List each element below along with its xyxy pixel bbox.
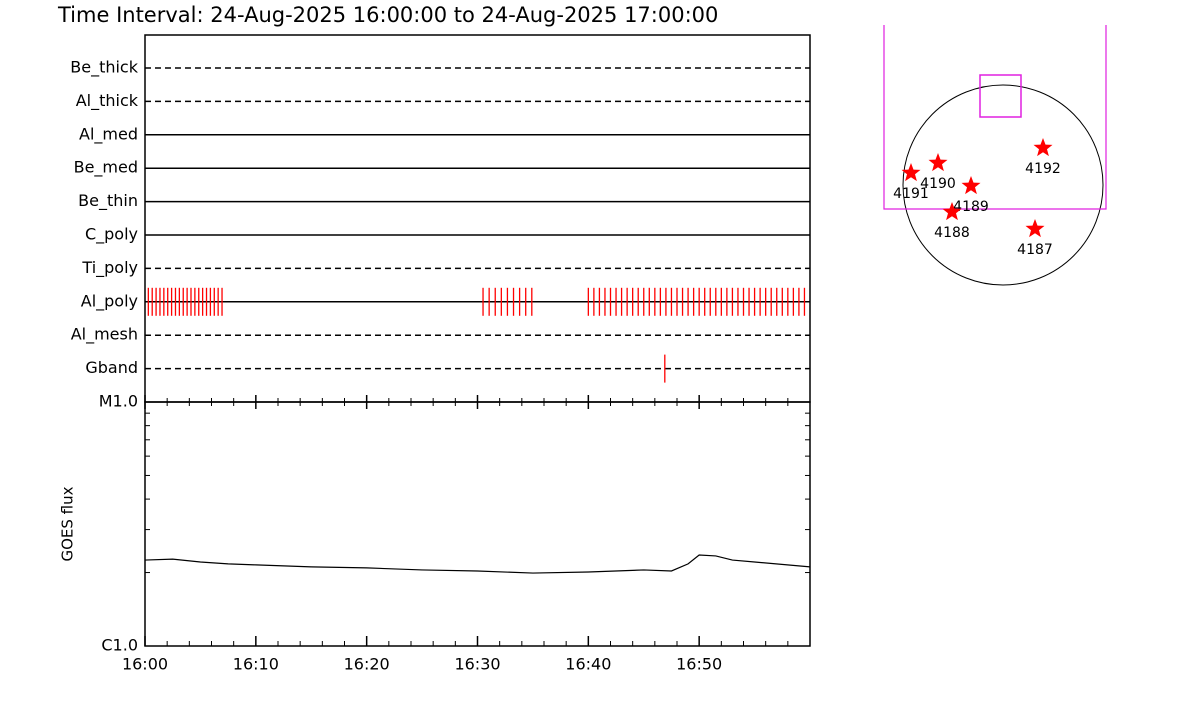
region-label: 4187 [1017,242,1053,258]
region-label: 4190 [920,176,956,192]
row-label: C_poly [85,225,138,245]
flux-frame [144,401,811,647]
region-star [961,176,981,195]
x-tick-label: 16:10 [233,655,279,674]
region-star [901,163,921,182]
x-tick-label: 16:40 [565,655,611,674]
region-star [1025,219,1045,238]
row-label: Be_thick [70,58,138,78]
y-tick-label: C1.0 [101,636,138,655]
row-label: Gband [85,358,138,377]
x-tick-label: 16:50 [676,655,722,674]
region-star [928,153,948,172]
region-label: 4189 [953,199,989,215]
field-of-view [883,25,1107,210]
row-label: Al_thick [76,91,139,111]
sun-map [883,25,1107,286]
y-axis-label: GOES flux [59,486,77,561]
timeline-frame [144,34,811,403]
row-label: Al_mesh [71,325,138,345]
row-label: Be_med [74,158,138,178]
region-label: 4191 [893,186,929,202]
pointing-box [979,74,1022,118]
chart-title: Time Interval: 24-Aug-2025 16:00:00 to 2… [57,3,718,27]
region-star [942,202,962,221]
row-label: Ti_poly [81,258,138,278]
flux-line [144,554,811,574]
x-tick-label: 16:20 [344,655,390,674]
x-tick-label: 16:30 [454,655,500,674]
row-label: Al_med [79,124,138,144]
row-label: Be_thin [78,191,138,211]
region-label: 4192 [1025,161,1061,177]
x-tick-label: 16:00 [122,655,168,674]
row-label: Al_poly [81,291,138,311]
region-star [1033,138,1053,157]
y-tick-label: M1.0 [99,392,138,411]
solar-disk [902,84,1104,286]
region-label: 4188 [934,225,970,241]
